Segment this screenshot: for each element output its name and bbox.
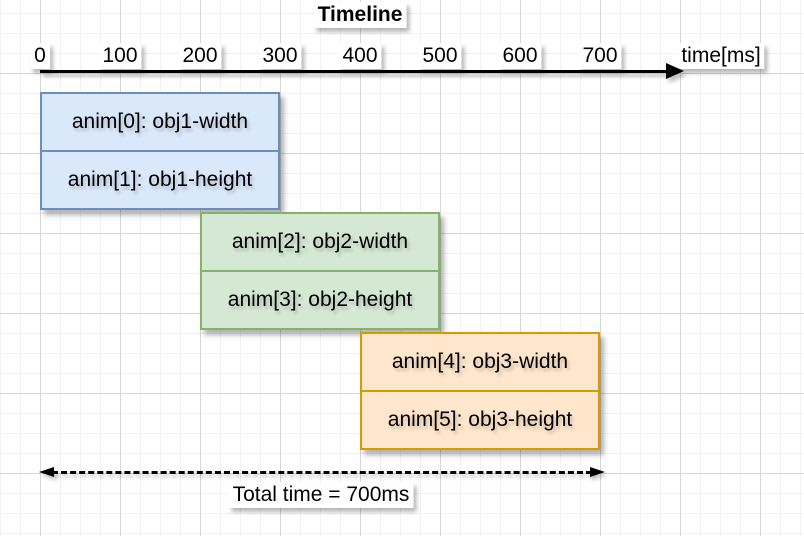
bar-anim5-label: anim[5]: obj3-height bbox=[387, 408, 573, 431]
bar-anim1: anim[1]: obj1-height bbox=[40, 150, 280, 210]
bar-anim3: anim[3]: obj2-height bbox=[200, 270, 440, 330]
anim-group-obj2: anim[2]: obj2-width anim[3]: obj2-height bbox=[200, 212, 440, 330]
total-time-label: Total time = 700ms bbox=[228, 482, 414, 508]
axis-tick-700: 700 bbox=[578, 43, 622, 69]
total-arrow-right-icon bbox=[590, 467, 605, 477]
total-arrow-left-icon bbox=[39, 467, 54, 477]
axis-tick-300: 300 bbox=[258, 43, 302, 69]
axis-tick-200: 200 bbox=[178, 43, 222, 69]
bar-anim5: anim[5]: obj3-height bbox=[360, 390, 600, 450]
bar-anim4-label: anim[4]: obj3-width bbox=[391, 350, 569, 373]
anim-group-obj3: anim[4]: obj3-width anim[5]: obj3-height bbox=[360, 332, 600, 450]
bar-anim3-label: anim[3]: obj2-height bbox=[227, 288, 413, 311]
bar-anim4: anim[4]: obj3-width bbox=[360, 332, 600, 392]
bar-anim0: anim[0]: obj1-width bbox=[40, 92, 280, 152]
axis-tick-400: 400 bbox=[338, 43, 382, 69]
time-axis-line bbox=[40, 70, 668, 73]
diagram-title: Timeline bbox=[313, 2, 407, 28]
bar-anim1-label: anim[1]: obj1-height bbox=[67, 168, 253, 191]
axis-tick-100: 100 bbox=[98, 43, 142, 69]
bar-anim2-label: anim[2]: obj2-width bbox=[231, 230, 409, 253]
total-time-dashed-line bbox=[52, 471, 592, 474]
axis-tick-0: 0 bbox=[30, 43, 50, 69]
axis-unit-label: time[ms] bbox=[677, 43, 765, 69]
axis-tick-600: 600 bbox=[498, 43, 542, 69]
bar-anim2: anim[2]: obj2-width bbox=[200, 212, 440, 272]
axis-tick-500: 500 bbox=[418, 43, 462, 69]
anim-group-obj1: anim[0]: obj1-width anim[1]: obj1-height bbox=[40, 92, 280, 210]
bar-anim0-label: anim[0]: obj1-width bbox=[71, 110, 249, 133]
axis-arrowhead-icon bbox=[666, 63, 684, 79]
